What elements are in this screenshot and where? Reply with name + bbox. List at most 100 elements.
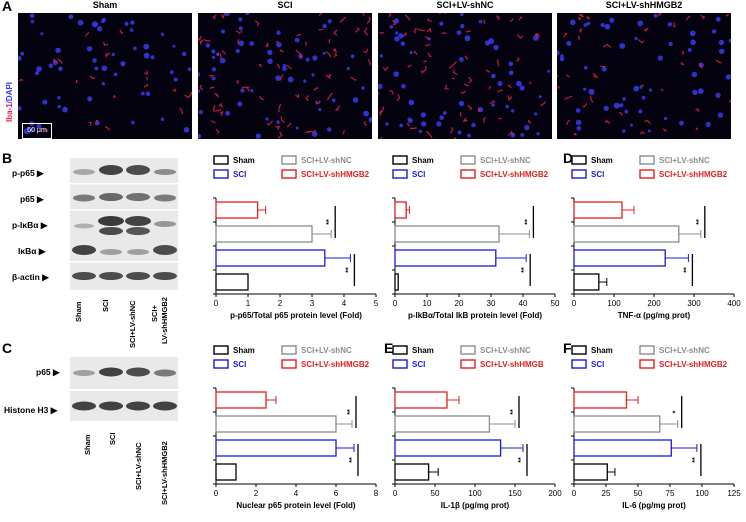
legend-swatch [639,359,655,369]
bar [394,249,497,267]
western-blot-b [70,158,178,290]
stain-iba-text: Iba-1 [5,103,14,122]
bar [394,225,500,243]
blot-row-label: Histone H3 ▶ [4,405,58,415]
legend-label: Sham [233,346,255,355]
blot-lane-label: Sham [74,301,83,322]
x-tick-label: 300 [687,299,701,308]
bar [215,249,326,267]
legend-label: SCI+LV-shNC [480,346,531,355]
legend-label: SCI+LV-shHMGB2 [659,170,728,179]
bar [215,273,249,291]
legend-label: SCI [233,360,246,369]
blot-lane-label: SCI+LV-shNC [128,300,137,348]
sig-label: ** [683,267,690,273]
western-blot-c [70,357,178,421]
blot-lane-label: SCI+LV-shHMGB2 [160,441,169,505]
blot-lane-label: SCI+ [150,305,159,322]
bar [215,463,237,481]
x-tick-label: 100 [695,489,709,498]
legend-swatch [639,155,655,165]
legend-swatch [392,169,408,179]
bar [215,415,337,433]
bar [573,391,628,409]
x-axis-title: IL-1β (pg/mg prot) [441,501,510,510]
svg-text:Iba-1/DAPI: Iba-1/DAPI [5,82,14,122]
x-tick-label: 150 [508,489,522,498]
x-tick-label: 1 [246,299,251,308]
sig-label: ** [518,457,525,463]
legend-label: SCI+LV-shNC [301,346,352,355]
legend-swatch [281,345,297,355]
legend-label: SCI+LV-shHMGB2 [301,360,370,369]
blot-row-label: β-actin ▶ [12,272,49,282]
legend-swatch [213,359,229,369]
stain-dapi-text: /DAPI [5,82,14,103]
x-tick-label: 400 [727,299,741,308]
legend-label: Sham [412,156,434,165]
x-tick-label: 0 [572,489,577,498]
bar [394,415,491,433]
scale-bar: 50 μm [22,123,52,139]
sig-label: ** [347,409,354,415]
bar [573,201,623,219]
legend-label: Sham [591,346,613,355]
blot-lane-label: SCI [101,299,110,312]
x-tick-label: 200 [647,299,661,308]
legend-label: SCI+LV-shNC [659,156,710,165]
legend-swatch [392,155,408,165]
x-tick-label: 40 [519,299,528,308]
legend-label: SCI+LV-shNC [480,156,531,165]
legend-label: SCI [233,170,246,179]
legend-swatch [639,345,655,355]
bar [394,273,399,291]
legend-swatch [392,345,408,355]
sig-label: ** [326,219,333,225]
legend-swatch [460,345,476,355]
blot-row-label: p65 ▶ [20,194,44,204]
x-tick-label: 2 [254,489,259,498]
blot-lane-label: SCI [108,432,117,445]
bar [394,463,430,481]
chart-il1b: Sham SCI+LV-shNC SCI SCI+LV-shHMGB ** ** 0 50 10… [391,344,566,510]
legend-label: SCI+LV-shHMGB2 [301,170,370,179]
x-tick-label: 2 [278,299,283,308]
legend-label: Sham [412,346,434,355]
bar [394,439,502,457]
legend-swatch [392,359,408,369]
x-axis-title: Nuclear p65 protein level (Fold) [236,501,355,510]
chart-pp65: Sham SCI+LV-shNC SCI SCI+LV-shHMGB2 ** ** 0 1 2 3… [212,154,387,320]
panel-label-d: D [563,150,574,166]
blot-row-label: p-p65 ▶ [12,168,44,178]
x-tick-label: 5 [374,299,379,308]
micrograph-shnc [378,13,552,139]
x-tick-label: 50 [551,299,560,308]
blot-row-label: p65 ▶ [36,367,60,377]
sig-label: ** [524,219,531,225]
blot-row-label: IκBα ▶ [18,246,46,256]
chart-pikba: Sham SCI+LV-shNC SCI SCI+LV-shHMGB2 ** ** 0 10 2… [391,154,566,320]
x-tick-label: 20 [455,299,464,308]
legend-label: SCI+LV-shNC [301,156,352,165]
panel-label-c: C [2,340,13,356]
panel-label-f: F [563,340,572,356]
sig-label: ** [345,267,352,273]
x-tick-label: 200 [548,489,562,498]
panel-label-a: A [2,0,13,14]
legend-label: Sham [591,156,613,165]
x-tick-label: 3 [310,299,315,308]
bar [394,201,407,219]
micrograph-shhmgb2 [557,13,731,139]
bar [573,249,666,267]
legend-swatch [571,345,587,355]
bar [215,225,313,243]
x-tick-label: 50 [634,489,643,498]
blot-lane-label: Sham [83,434,92,455]
x-tick-label: 0 [214,489,219,498]
chart-il6: Sham SCI+LV-shNC SCI SCI+LV-shHMGB2 ** * 0 25 50… [570,344,745,510]
micro-title-sci: SCI [277,0,293,10]
bar [573,415,661,433]
panel-label-b: B [2,150,13,166]
x-axis-title: TNF-α (pg/mg prot) [618,311,691,320]
bar [573,273,600,291]
